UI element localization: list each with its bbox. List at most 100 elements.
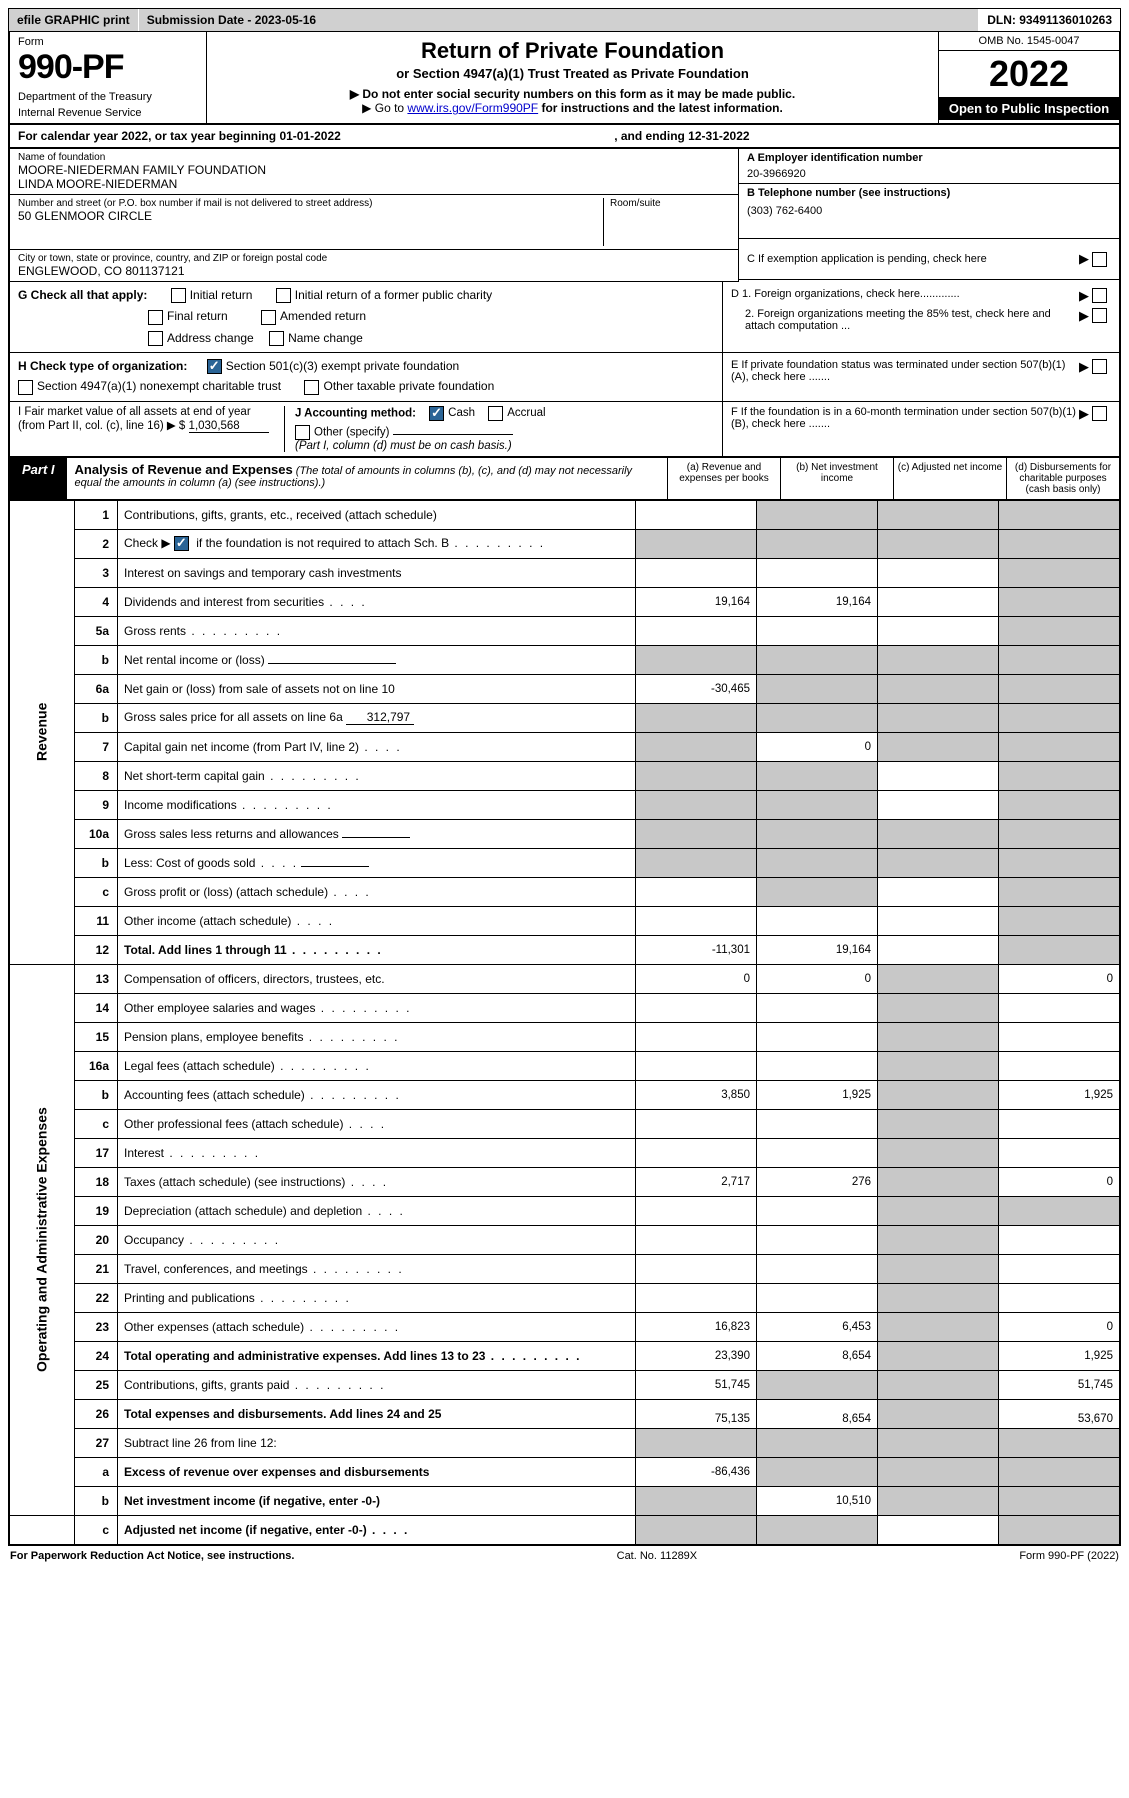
row-5a: 5aGross rents bbox=[9, 616, 1120, 645]
i-value: 1,030,568 bbox=[189, 420, 269, 433]
r11-desc: Other income (attach schedule) bbox=[118, 906, 636, 935]
r5a-desc: Gross rents bbox=[118, 616, 636, 645]
r3-desc: Interest on savings and temporary cash i… bbox=[118, 558, 636, 587]
r26-b: 8,654 bbox=[757, 1399, 878, 1428]
form-header: Form 990-PF Department of the Treasury I… bbox=[8, 32, 1121, 125]
cash-cb[interactable] bbox=[429, 406, 444, 421]
part1-header: Part I Analysis of Revenue and Expenses … bbox=[8, 458, 1121, 500]
name-change-cb[interactable] bbox=[269, 331, 284, 346]
calendar-year-row: For calendar year 2022, or tax year begi… bbox=[8, 125, 1121, 149]
r25-a: 51,745 bbox=[636, 1370, 757, 1399]
r13-a: 0 bbox=[636, 964, 757, 993]
r4-a: 19,164 bbox=[636, 587, 757, 616]
amended-label: Amended return bbox=[280, 309, 366, 323]
col-b-head: (b) Net investment income bbox=[780, 458, 893, 499]
form-number: 990-PF bbox=[18, 48, 198, 87]
addr-change-label: Address change bbox=[167, 331, 254, 345]
initial-return-label: Initial return bbox=[190, 288, 253, 302]
row-16b: bAccounting fees (attach schedule)3,8501… bbox=[9, 1080, 1120, 1109]
c-checkbox[interactable] bbox=[1092, 252, 1107, 267]
h-label: H Check type of organization: bbox=[18, 359, 187, 373]
final-return-cb[interactable] bbox=[148, 310, 163, 325]
row-8: 8Net short-term capital gain bbox=[9, 761, 1120, 790]
form-link[interactable]: www.irs.gov/Form990PF bbox=[407, 101, 538, 115]
r23-desc: Other expenses (attach schedule) bbox=[118, 1312, 636, 1341]
header-left: Form 990-PF Department of the Treasury I… bbox=[10, 32, 207, 123]
foundation-name1: MOORE-NIEDERMAN FAMILY FOUNDATION bbox=[18, 163, 730, 177]
cash-label: Cash bbox=[448, 407, 475, 419]
schb-cb[interactable] bbox=[174, 536, 189, 551]
r12-b: 19,164 bbox=[757, 935, 878, 964]
addr-label: Number and street (or P.O. box number if… bbox=[18, 198, 603, 209]
city-state-zip: ENGLEWOOD, CO 801137121 bbox=[18, 264, 730, 278]
row-18: 18Taxes (attach schedule) (see instructi… bbox=[9, 1167, 1120, 1196]
d2-label: 2. Foreign organizations meeting the 85%… bbox=[731, 308, 1079, 332]
col-c-head: (c) Adjusted net income bbox=[893, 458, 1006, 499]
r16b-d: 1,925 bbox=[999, 1080, 1121, 1109]
initial-return-cb[interactable] bbox=[171, 288, 186, 303]
row-23: 23Other expenses (attach schedule)16,823… bbox=[9, 1312, 1120, 1341]
other-method-label: Other (specify) bbox=[314, 426, 389, 438]
r23-d: 0 bbox=[999, 1312, 1121, 1341]
accrual-cb[interactable] bbox=[488, 406, 503, 421]
r12-a: -11,301 bbox=[636, 935, 757, 964]
arrow-icon: ▶ bbox=[1079, 251, 1089, 267]
r14-desc: Other employee salaries and wages bbox=[118, 993, 636, 1022]
revenue-sidebar: Revenue bbox=[9, 500, 75, 964]
r27a-a: -86,436 bbox=[636, 1457, 757, 1486]
4947-cb[interactable] bbox=[18, 380, 33, 395]
other-method-cb[interactable] bbox=[295, 425, 310, 440]
r24-b: 8,654 bbox=[757, 1341, 878, 1370]
col-a-head: (a) Revenue and expenses per books bbox=[667, 458, 780, 499]
r5b-desc: Net rental income or (loss) bbox=[118, 645, 636, 674]
row-10a: 10aGross sales less returns and allowanc… bbox=[9, 819, 1120, 848]
d-section: D 1. Foreign organizations, check here..… bbox=[722, 282, 1119, 352]
e-section: E If private foundation status was termi… bbox=[722, 353, 1119, 401]
r12-desc: Total. Add lines 1 through 11 bbox=[118, 935, 636, 964]
row-16a: 16aLegal fees (attach schedule) bbox=[9, 1051, 1120, 1080]
footer-right: Form 990-PF (2022) bbox=[1019, 1550, 1119, 1562]
r16c-desc: Other professional fees (attach schedule… bbox=[118, 1109, 636, 1138]
dept: Department of the Treasury bbox=[18, 91, 198, 103]
other-taxable-cb[interactable] bbox=[304, 380, 319, 395]
street-address: 50 GLENMOOR CIRCLE bbox=[18, 209, 603, 223]
r4-b: 19,164 bbox=[757, 587, 878, 616]
e-checkbox[interactable] bbox=[1092, 359, 1107, 374]
addr-change-cb[interactable] bbox=[148, 331, 163, 346]
row-5b: bNet rental income or (loss) bbox=[9, 645, 1120, 674]
r18-a: 2,717 bbox=[636, 1167, 757, 1196]
row-2: 2 Check ▶ if the foundation is not requi… bbox=[9, 529, 1120, 558]
foundation-name2: LINDA MOORE-NIEDERMAN bbox=[18, 177, 730, 191]
r16b-b: 1,925 bbox=[757, 1080, 878, 1109]
d1-checkbox[interactable] bbox=[1092, 288, 1107, 303]
header-right: OMB No. 1545-0047 2022 Open to Public In… bbox=[938, 32, 1119, 123]
dln: DLN: 93491136010263 bbox=[979, 9, 1120, 31]
r10a-desc: Gross sales less returns and allowances bbox=[118, 819, 636, 848]
row-27c: cAdjusted net income (if negative, enter… bbox=[9, 1515, 1120, 1545]
initial-former-label: Initial return of a former public charit… bbox=[295, 288, 492, 302]
r23-a: 16,823 bbox=[636, 1312, 757, 1341]
d2-checkbox[interactable] bbox=[1092, 308, 1107, 323]
f-checkbox[interactable] bbox=[1092, 406, 1107, 421]
ein-label: A Employer identification number bbox=[747, 152, 1111, 164]
note-ssn: ▶ Do not enter social security numbers o… bbox=[219, 87, 926, 101]
r10b-desc: Less: Cost of goods sold bbox=[118, 848, 636, 877]
name-label: Name of foundation bbox=[18, 152, 730, 163]
initial-former-cb[interactable] bbox=[276, 288, 291, 303]
accrual-label: Accrual bbox=[507, 407, 545, 419]
efile-label[interactable]: efile GRAPHIC print bbox=[9, 9, 139, 31]
r27b-desc: Net investment income (if negative, ente… bbox=[118, 1486, 636, 1515]
r2-desc: Check ▶ if the foundation is not require… bbox=[118, 529, 636, 558]
r18-desc: Taxes (attach schedule) (see instruction… bbox=[118, 1167, 636, 1196]
r25-d: 51,745 bbox=[999, 1370, 1121, 1399]
footer-mid: Cat. No. 11289X bbox=[617, 1550, 698, 1562]
row-11: 11Other income (attach schedule) bbox=[9, 906, 1120, 935]
r7-desc: Capital gain net income (from Part IV, l… bbox=[118, 732, 636, 761]
r17-desc: Interest bbox=[118, 1138, 636, 1167]
501c3-cb[interactable] bbox=[207, 359, 222, 374]
row-20: 20Occupancy bbox=[9, 1225, 1120, 1254]
row-6b: bGross sales price for all assets on lin… bbox=[9, 703, 1120, 732]
row-22: 22Printing and publications bbox=[9, 1283, 1120, 1312]
row-13: Operating and Administrative Expenses 13… bbox=[9, 964, 1120, 993]
amended-cb[interactable] bbox=[261, 310, 276, 325]
